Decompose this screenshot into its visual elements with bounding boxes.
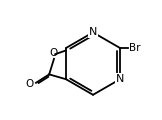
Text: N: N [116,74,124,84]
Text: Br: Br [129,43,140,53]
Text: N: N [89,27,97,37]
Text: O: O [50,48,58,58]
Text: O: O [25,79,34,89]
